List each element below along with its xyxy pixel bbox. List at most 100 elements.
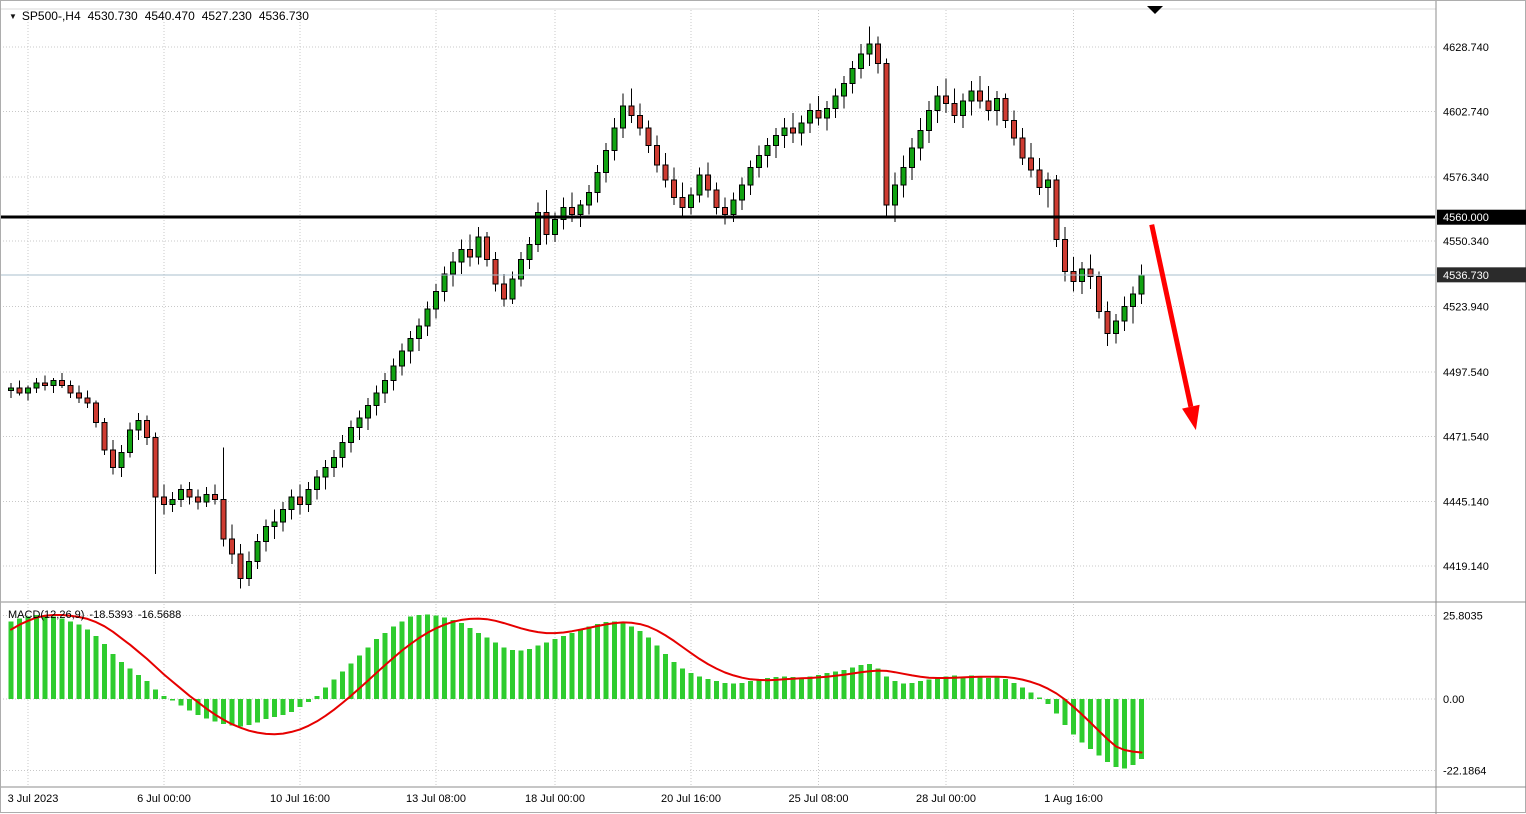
macd-histogram-bar [544,642,549,699]
macd-histogram-bar [773,677,779,699]
candle-body-up [841,82,847,97]
candle-body-up [577,204,584,216]
macd-histogram-bar [289,699,294,712]
price-tick-label: 4471.540 [1443,431,1489,443]
candle-body-down [492,258,499,285]
candle-body-up [135,419,142,431]
macd-histogram-bar [1003,678,1008,699]
candle-body-down [42,382,48,387]
macd-histogram-bar [391,626,396,699]
macd-histogram-bar [663,653,668,699]
price-tick-label: 4550.340 [1443,236,1489,248]
candle-body-up [246,560,252,580]
candle-body-down [1036,169,1043,188]
macd-histogram-bar [943,676,949,699]
price-tick-label: 4576.340 [1443,172,1489,184]
macd-histogram-bar [102,644,107,699]
macd-histogram-bar [1096,699,1102,756]
candle-body-up [458,248,465,263]
macd-histogram-bar [603,622,609,699]
down-arrow-head[interactable] [1182,404,1200,431]
macd-histogram-bar [901,683,906,699]
macd-histogram-bar [408,616,413,699]
candle-body-up [475,236,482,258]
macd-histogram-bar [195,699,201,716]
macd-histogram-bar [340,671,345,699]
macd-histogram-bar [1045,699,1051,704]
macd-histogram-bar [841,669,847,699]
symbol-timeframe-label: SP500-,H4 [21,9,81,23]
macd-histogram-bar [884,676,889,699]
candle-body-up [858,53,864,70]
macd-histogram-bar [306,699,311,703]
macd-histogram-bar [433,615,439,699]
macd-name: MACD(12,26,9) [8,609,85,621]
candle-body-down [110,449,116,468]
macd-histogram-bar [238,699,243,727]
ohlc-close-value: 4536.730 [258,9,309,23]
candle-body-down [662,164,669,181]
hline-price-label: 4560.000 [1443,212,1489,224]
candle-body-up [305,489,312,505]
macd-histogram-bar [748,681,753,699]
macd-histogram-bar [76,624,82,699]
candle-body-down [152,437,159,498]
ohlc-high-value: 4540.470 [144,9,195,23]
macd-histogram-bar [365,647,371,699]
candle-body-down [501,283,507,300]
macd-histogram-bar [960,676,966,699]
candle-body-up [178,489,184,500]
macd-histogram-bar [1105,699,1110,762]
macd-histogram-bar [935,678,940,699]
autoscroll-marker-icon[interactable] [1147,6,1163,14]
price-axis[interactable]: 4628.740 4602.740 4576.340 4550.340 4523.940… [1437,42,1526,778]
macd-histogram-bar [986,678,991,699]
macd-histogram-bar [8,621,14,699]
macd-histogram-bar [586,626,592,699]
candle-body-up [696,174,703,196]
down-arrow-shaft[interactable] [1149,224,1194,408]
macd-signal-line [10,614,1143,754]
macd-histogram-bar [93,636,99,699]
candle-body-down [467,248,473,258]
symbol-dropdown-icon[interactable]: ▼ [9,12,17,21]
time-axis[interactable]: 3 Jul 2023 6 Jul 00:00 10 Jul 16:00 13 Jul … [8,793,1103,805]
macd-histogram-bar [705,678,711,699]
candle-body-down [705,174,711,191]
macd-histogram-bar [680,668,685,699]
time-tick-label: 28 Jul 00:00 [916,793,976,805]
ohlc-open-value: 4530.730 [87,9,138,23]
candle-body-up [8,387,14,392]
candle-body-up [926,110,932,132]
macd-histogram-bar [34,615,39,699]
candle-body-up [781,127,788,136]
macd-histogram-bar [450,619,456,699]
macd-histogram-bar [765,678,770,699]
candle-body-up [526,243,533,260]
macd-histogram-bar [493,642,498,699]
macd-histogram-bar [527,648,532,699]
macd-histogram-bar [68,621,73,699]
candle-body-up [339,442,346,458]
candle-body-down [59,380,65,387]
macd-histogram-bar [85,629,90,699]
macd-histogram-bar [858,665,864,699]
candle-body-up [441,273,448,292]
macd-histogram-bar [816,674,821,699]
candle-body-up [994,97,1000,112]
macd-histogram-bar [994,677,1000,699]
time-tick-label: 3 Jul 2023 [8,793,59,805]
macd-histogram-bar [153,689,158,699]
price-tick-label: 4497.540 [1443,367,1489,379]
macd-histogram-bar [612,621,617,699]
candle-body-down [1019,137,1026,159]
chart-overlays[interactable] [1,6,1435,431]
macd-indicator-label: MACD(12,26,9) -18.5393 -16.5688 [8,609,186,621]
macd-signal-value: -16.5688 [137,609,182,621]
macd-histogram-bar [1113,699,1119,767]
candle-body-up [203,494,210,503]
macd-histogram-bar [977,676,983,699]
candle-body-down [977,90,983,102]
macd-histogram-bar [875,668,881,699]
